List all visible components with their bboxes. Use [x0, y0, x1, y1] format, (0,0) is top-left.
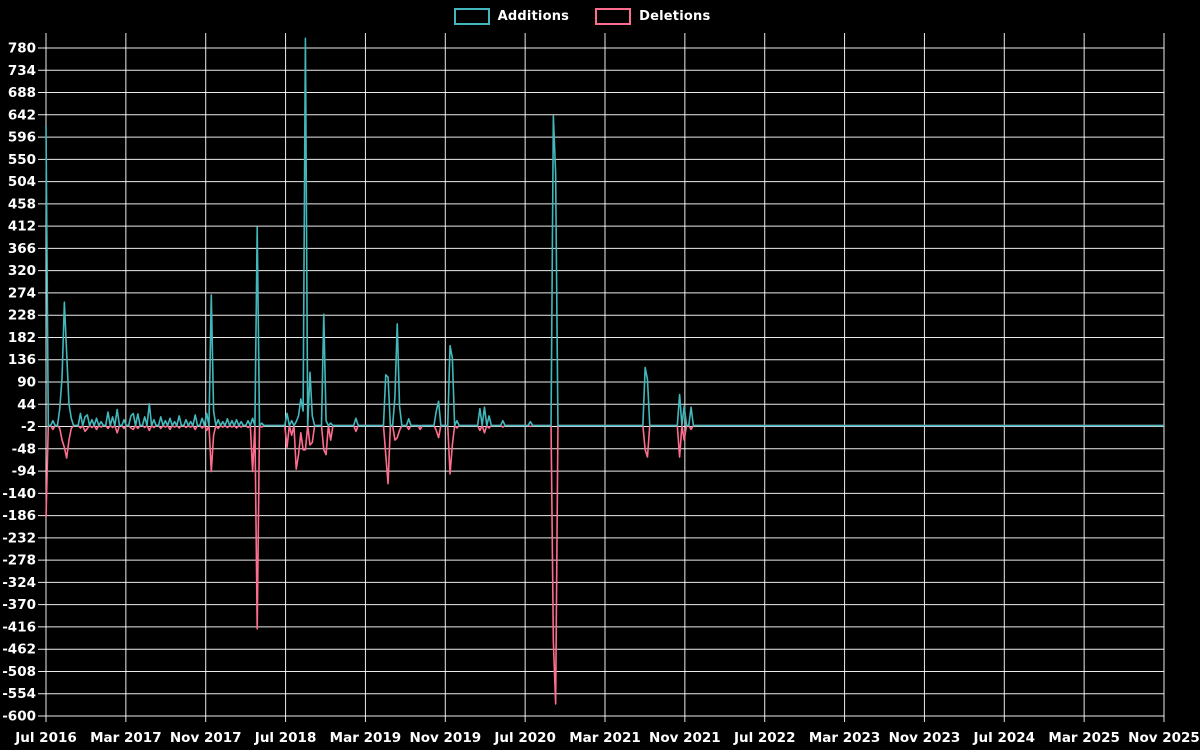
x-tick-label: Mar 2019	[330, 730, 401, 746]
legend-label-deletions: Deletions	[639, 9, 711, 24]
y-tick-label: -370	[2, 597, 36, 613]
x-tick-label: Nov 2023	[889, 730, 961, 746]
y-tick-label: 90	[17, 375, 36, 391]
x-tick-label: Jul 2024	[973, 730, 1036, 746]
y-tick-label: 550	[8, 152, 36, 168]
y-tick-label: 366	[8, 241, 36, 257]
x-tick-label: Nov 2019	[409, 730, 481, 746]
y-tick-label: -600	[2, 709, 36, 725]
deletions-swatch-icon	[595, 8, 632, 25]
y-tick-label: 688	[8, 85, 36, 101]
y-tick-label: -2	[21, 419, 36, 435]
legend-item-additions[interactable]: Additions	[453, 8, 570, 25]
y-tick-label: -94	[12, 464, 36, 480]
y-tick-label: -462	[2, 642, 36, 658]
x-tick-label: Mar 2023	[809, 730, 880, 746]
legend-label-additions: Additions	[497, 9, 570, 24]
y-tick-label: -554	[2, 686, 36, 702]
y-tick-label: 136	[8, 352, 36, 368]
y-tick-label: -508	[2, 664, 36, 680]
y-tick-label: 504	[8, 174, 36, 190]
y-tick-label: 412	[8, 219, 36, 235]
y-tick-label: 182	[8, 330, 36, 346]
y-tick-label: -140	[2, 486, 36, 502]
y-tick-label: 320	[8, 263, 36, 279]
x-tick-label: Nov 2017	[170, 730, 242, 746]
x-tick-label: Jul 2018	[254, 730, 317, 746]
additions-swatch-icon	[453, 8, 490, 25]
y-tick-label: 596	[8, 130, 36, 146]
y-tick-label: -186	[2, 508, 36, 524]
y-tick-label: 458	[8, 196, 36, 212]
x-tick-label: Mar 2025	[1048, 730, 1119, 746]
x-tick-label: Nov 2025	[1128, 730, 1200, 746]
x-tick-label: Mar 2017	[90, 730, 161, 746]
y-tick-label: -324	[2, 575, 36, 591]
x-tick-label: Jul 2020	[493, 730, 556, 746]
x-tick-label: Mar 2021	[569, 730, 640, 746]
y-tick-label: 780	[8, 41, 36, 57]
y-tick-label: -416	[2, 619, 36, 635]
y-tick-label: 274	[8, 285, 36, 301]
x-tick-label: Jul 2022	[733, 730, 796, 746]
y-tick-label: -232	[2, 530, 36, 546]
x-tick-label: Nov 2021	[649, 730, 721, 746]
chart-legend: Additions Deletions	[0, 8, 1164, 25]
y-tick-label: 734	[8, 63, 36, 79]
y-tick-label: 642	[8, 107, 36, 123]
y-tick-label: 44	[17, 397, 36, 413]
x-tick-label: Jul 2016	[14, 730, 77, 746]
additions-line	[45, 37, 1164, 427]
y-tick-label: -278	[2, 553, 36, 569]
y-tick-label: 228	[8, 308, 36, 324]
y-tick-label: -48	[12, 441, 36, 457]
legend-item-deletions[interactable]: Deletions	[595, 8, 710, 25]
